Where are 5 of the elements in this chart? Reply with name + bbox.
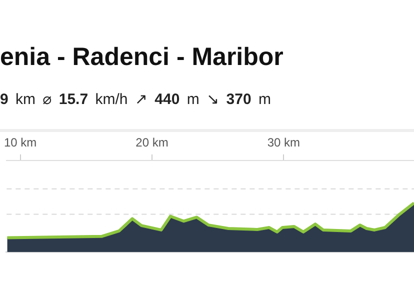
x-tick-label: 20 km bbox=[136, 136, 168, 150]
chart-title: enia - Radenci - Maribor bbox=[0, 43, 284, 72]
x-tick-label: 10 km bbox=[4, 136, 37, 150]
chart-subtitle: 9 km ⌀ 15.7 km/h ↗ 440 m ↘ 370 m bbox=[0, 91, 271, 108]
x-tick-label: 30 km bbox=[267, 136, 300, 150]
